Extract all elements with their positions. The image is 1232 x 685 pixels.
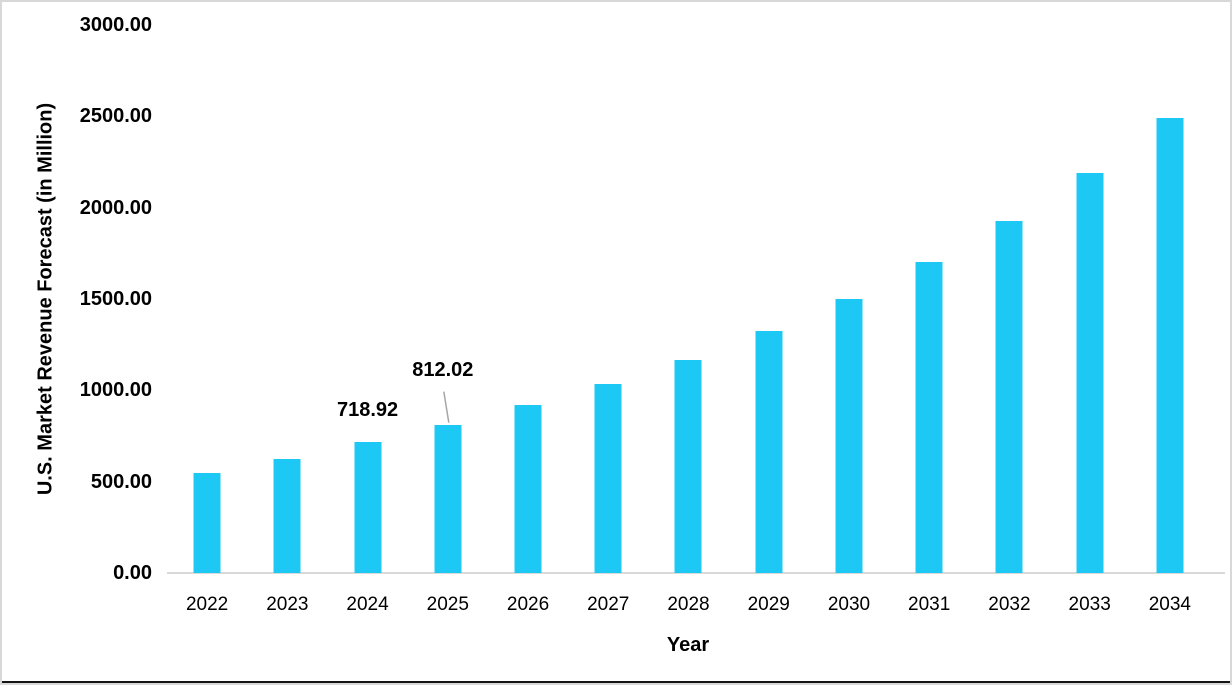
- x-tick-label: 2024: [346, 594, 389, 615]
- y-tick-label: 3000.00: [79, 14, 152, 36]
- bar-column-2034: [1130, 25, 1210, 573]
- y-tick-label: 1500.00: [79, 288, 152, 310]
- bar-column-2025: [408, 25, 488, 573]
- bar-column-2031: [889, 25, 969, 573]
- bar-2033: [1076, 172, 1104, 573]
- x-axis-title: Year: [666, 634, 710, 656]
- bar-2029: [755, 331, 783, 573]
- bar-column-2030: [809, 25, 889, 573]
- bar-column-2026: [488, 25, 568, 573]
- x-tick-label: 2027: [587, 594, 630, 615]
- x-tick-label: 2030: [827, 594, 871, 615]
- plot-area: [167, 25, 1210, 573]
- x-tick-label: 2023: [266, 594, 309, 615]
- screenshot-bottom-edge: [2, 681, 1230, 683]
- bar-2027: [594, 383, 622, 573]
- bar-2025: [434, 424, 462, 573]
- bar-2023: [273, 459, 301, 573]
- x-tick-label: 2022: [185, 594, 229, 615]
- bar-column-2029: [729, 25, 809, 573]
- y-tick-label: 500.00: [90, 470, 152, 493]
- bar-column-2033: [1050, 25, 1130, 573]
- x-tick-label: 2029: [747, 594, 790, 615]
- x-axis-line: [167, 572, 1225, 574]
- bar-column-2023: [247, 25, 327, 573]
- bar-column-2024: [327, 25, 407, 573]
- bar-2022: [193, 473, 221, 573]
- x-tick-label: 2034: [1148, 594, 1192, 615]
- x-tick-label: 2026: [506, 594, 550, 615]
- bar-2031: [915, 261, 943, 573]
- y-tick-label: 1000.00: [79, 379, 152, 402]
- bar-2024: [354, 441, 382, 573]
- y-tick-label: 0.00: [113, 562, 152, 584]
- x-tick-label: 2028: [667, 594, 710, 615]
- bar-2030: [835, 299, 863, 573]
- bar-2032: [995, 220, 1023, 573]
- bar-column-2028: [648, 25, 728, 573]
- x-tick-label: 2025: [426, 594, 469, 615]
- bar-column-2022: [167, 25, 247, 573]
- bar-2026: [514, 404, 542, 573]
- x-tick-label: 2033: [1068, 594, 1111, 615]
- data-label-2024: 718.92: [336, 398, 399, 421]
- x-tick-label: 2032: [988, 594, 1031, 615]
- bar-column-2027: [568, 25, 648, 573]
- data-label-2025: 812.02: [412, 358, 474, 381]
- y-tick-label: 2000.00: [79, 196, 152, 219]
- bar-column-2032: [969, 25, 1049, 573]
- bar-2028: [674, 359, 702, 573]
- y-tick-label: 2500.00: [79, 105, 152, 128]
- x-tick-label: 2031: [908, 594, 951, 615]
- bar-2034: [1156, 117, 1184, 573]
